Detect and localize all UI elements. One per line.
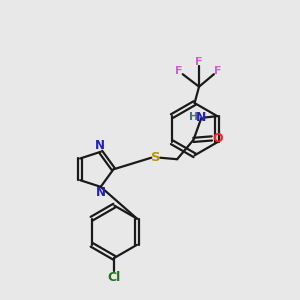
Text: N: N xyxy=(95,139,105,152)
Text: N: N xyxy=(196,111,207,124)
Text: F: F xyxy=(195,57,203,67)
Text: O: O xyxy=(212,132,223,145)
Text: H: H xyxy=(189,112,198,122)
Text: S: S xyxy=(151,151,160,164)
Text: N: N xyxy=(96,186,106,199)
Text: F: F xyxy=(176,66,183,76)
Text: F: F xyxy=(214,66,221,76)
Text: Cl: Cl xyxy=(108,271,121,284)
